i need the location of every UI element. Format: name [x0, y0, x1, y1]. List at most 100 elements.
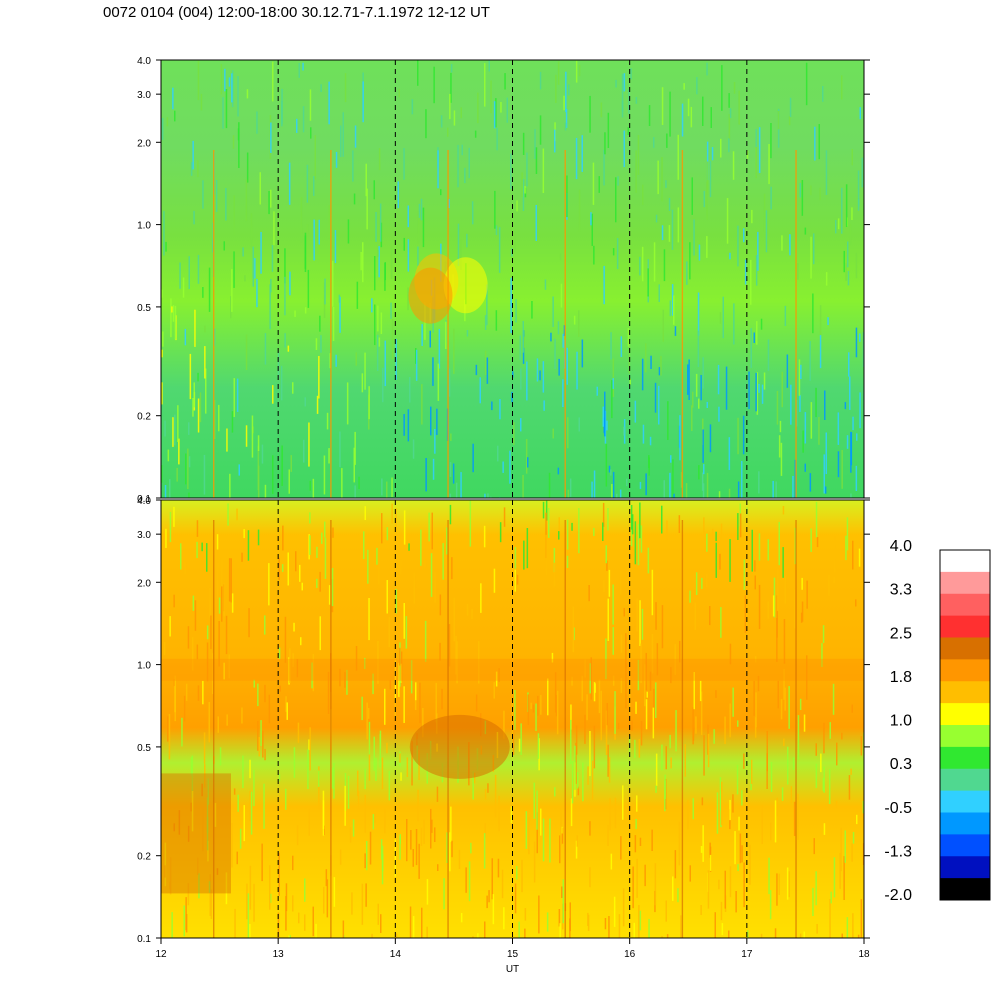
top-texture-streak: [271, 245, 274, 272]
chart-title: 0072 0104 (004) 12:00-18:00 30.12.71-7.1…: [103, 4, 490, 21]
colorbar-swatch: [940, 725, 990, 748]
bottom-texture-streak: [514, 883, 517, 914]
bottom-texture-streak: [607, 508, 609, 531]
top-texture-streak: [635, 97, 638, 104]
bottom-texture-streak: [608, 757, 611, 783]
x-tick-label: 13: [273, 949, 285, 960]
bottom-texture-streak: [521, 859, 523, 893]
bottom-texture-streak: [729, 703, 731, 738]
top-texture-streak: [188, 422, 190, 435]
bottom-texture-streak: [562, 879, 564, 924]
bottom-texture-streak: [319, 616, 321, 651]
top-texture-streak: [179, 262, 181, 289]
bottom-texture-streak: [241, 707, 243, 724]
bottom-texture-streak: [619, 571, 622, 595]
colorbar-frame: [939, 549, 991, 901]
bottom-texture-streak: [241, 552, 243, 562]
bottom-texture-streak: [720, 607, 722, 638]
bottom-texture-streak: [368, 739, 371, 781]
bottom-texture-streak: [288, 935, 290, 938]
bottom-texture-streak: [216, 868, 219, 875]
top-texture-streak: [733, 303, 735, 345]
bottom-texture-streak: [665, 746, 667, 770]
bottom-texture-streak: [523, 540, 525, 570]
bottom-texture-streak: [719, 553, 721, 570]
top-texture-streak: [797, 263, 799, 280]
top-texture-streak: [812, 293, 814, 334]
bottom-texture-streak: [724, 716, 726, 744]
bottom-texture-streak: [430, 808, 432, 849]
bottom-texture-streak: [758, 584, 761, 629]
top-texture-streak: [284, 333, 286, 348]
top-texture-streak: [666, 133, 668, 148]
bottom-texture-streak: [243, 529, 245, 539]
top-texture-streak: [770, 186, 772, 210]
top-texture-streak: [668, 225, 671, 242]
bottom-texture-streak: [703, 517, 705, 549]
bottom-texture-streak: [223, 662, 225, 680]
bottom-texture-streak: [782, 506, 785, 515]
top-texture-streak: [606, 420, 608, 431]
bottom-texture-streak: [364, 768, 366, 790]
top-texture-streak: [315, 338, 318, 350]
bottom-texture-streak: [344, 785, 346, 826]
top-texture-streak: [702, 429, 704, 463]
bottom-texture-streak: [435, 682, 437, 723]
top-texture-streak: [449, 462, 452, 477]
top-texture-streak: [453, 110, 456, 126]
top-texture-streak: [384, 340, 386, 387]
bottom-texture-streak: [420, 827, 423, 846]
top-texture-streak: [776, 390, 779, 425]
bottom-texture-streak: [231, 593, 234, 613]
bottom-texture-streak: [243, 805, 245, 842]
bottom-texture-streak: [846, 517, 849, 551]
bottom-texture-streak: [428, 512, 430, 542]
bottom-texture-streak: [351, 892, 353, 915]
bottom-texture-streak: [767, 539, 769, 561]
top-texture-streak: [760, 318, 763, 330]
bottom-texture-streak: [664, 774, 666, 799]
colorbar-swatch: [940, 703, 990, 726]
bottom-texture-streak: [466, 603, 469, 616]
top-texture-streak: [819, 187, 821, 201]
bottom-texture-streak: [520, 557, 523, 568]
bottom-texture-streak: [386, 742, 388, 754]
top-texture-streak: [620, 336, 623, 357]
bottom-texture-streak: [721, 923, 724, 935]
bottom-texture-streak: [197, 685, 200, 701]
bottom-texture-streak: [394, 839, 397, 877]
bottom-texture-streak: [709, 606, 711, 626]
bottom-texture-streak: [720, 791, 722, 828]
top-texture-streak: [172, 87, 174, 110]
bottom-texture-streak: [417, 789, 419, 822]
top-texture-streak: [308, 422, 310, 467]
bottom-texture-streak: [609, 798, 611, 831]
bottom-texture-streak: [242, 755, 244, 788]
bottom-texture-streak: [755, 692, 757, 728]
top-texture-streak: [706, 401, 708, 408]
top-texture-streak: [788, 116, 791, 126]
bottom-texture-streak: [342, 920, 345, 938]
top-texture-streak: [161, 349, 163, 358]
top-texture-streak: [213, 400, 216, 439]
bottom-texture-streak: [333, 763, 335, 799]
top-texture-streak: [720, 138, 722, 158]
bottom-texture-streak: [860, 736, 863, 756]
bottom-texture-streak: [472, 771, 474, 800]
bottom-texture-streak: [591, 760, 594, 800]
top-texture-streak: [365, 163, 367, 197]
top-texture-streak: [689, 242, 691, 280]
top-texture-streak: [438, 328, 441, 369]
top-texture-streak: [270, 189, 272, 208]
bottom-texture-streak: [689, 590, 691, 603]
bottom-texture-streak: [644, 664, 646, 707]
top-texture-streak: [527, 457, 529, 468]
top-texture-streak: [403, 148, 405, 180]
bottom-texture-streak: [680, 915, 682, 938]
top-texture-streak: [649, 436, 652, 446]
bottom-texture-streak: [527, 694, 530, 725]
top-texture-streak: [756, 372, 759, 415]
top-texture-streak: [460, 472, 462, 498]
top-texture-streak: [495, 98, 497, 128]
top-texture-streak: [328, 205, 330, 239]
